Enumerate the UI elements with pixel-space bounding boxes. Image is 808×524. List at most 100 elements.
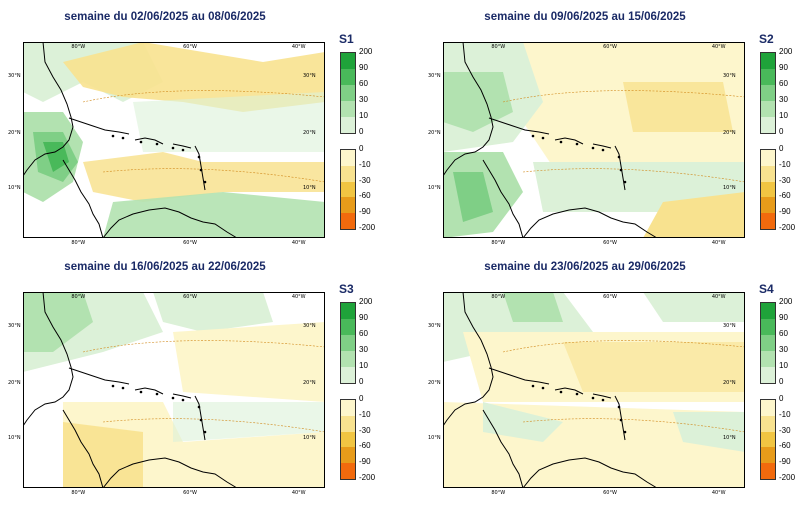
latitude-label: 10°N [8, 435, 21, 442]
contour-line [502, 340, 746, 433]
island [617, 155, 621, 159]
longitude-label: 40°W [711, 44, 726, 50]
legend-color-cell [761, 463, 775, 479]
legend-color-cell [761, 165, 775, 182]
island [619, 418, 623, 422]
longitude-label: 40°W [711, 294, 726, 300]
island [155, 142, 159, 146]
legend-tick-label: 90 [359, 63, 368, 72]
legend-color-cell [341, 101, 355, 117]
latitude-label: 30°N [303, 323, 316, 330]
legend-color-cell [341, 351, 355, 367]
anomaly-area [173, 322, 325, 402]
map-canvas [22, 291, 326, 489]
contour-line [82, 340, 326, 433]
island [591, 396, 595, 400]
longitude-label: 80°W [71, 490, 86, 496]
legend-color-cell [761, 117, 775, 133]
island [203, 430, 207, 434]
latitude-label: 10°N [303, 185, 316, 192]
panel-title: semaine du 09/06/2025 au 15/06/2025 [484, 11, 686, 23]
legend-color-cell [761, 367, 775, 383]
island [601, 398, 605, 402]
island [139, 390, 143, 394]
map-canvas [442, 291, 746, 489]
legend-tick-label: 60 [359, 79, 368, 88]
legend-tick-label: 0 [779, 127, 784, 136]
legend-tick-label: -10 [359, 409, 371, 419]
map-panel: semaine du 02/06/2025 au 08/06/2025 S1 80°… [0, 8, 400, 263]
longitude-label: 80°W [71, 44, 86, 50]
legend-color-cell [761, 335, 775, 351]
legend-color-cell [341, 117, 355, 133]
latitude-label: 10°N [723, 185, 736, 192]
anomaly-area [673, 412, 745, 452]
legend-tick-label: 60 [779, 79, 788, 88]
anomaly-area [23, 292, 93, 352]
legend-color-cell [761, 319, 775, 335]
island [181, 148, 185, 152]
legend-color-cell [341, 181, 355, 198]
precipitation-anomaly-map [442, 41, 746, 239]
legend-tick-label: 200 [779, 47, 793, 56]
legend-color-cell [341, 303, 355, 319]
island [203, 180, 207, 184]
anomaly-area [173, 402, 325, 442]
latitude-label: 30°N [723, 73, 736, 80]
anomaly-area [503, 292, 563, 322]
panel-title: semaine du 02/06/2025 au 08/06/2025 [64, 11, 266, 23]
legend-color-cell [341, 463, 355, 479]
longitude-label: 60°W [603, 490, 617, 496]
legend-color-cell [341, 197, 355, 214]
island [111, 134, 115, 138]
map-canvas [22, 41, 326, 239]
legend-color-cell [761, 213, 775, 229]
island [171, 396, 175, 400]
legend-tick-label: 30 [779, 345, 788, 354]
legend-tick-label: 10 [359, 361, 368, 370]
legend-color-cell [341, 213, 355, 229]
island [591, 146, 595, 150]
longitude-label: 60°W [183, 294, 197, 300]
coastline [442, 291, 658, 489]
latitude-label: 10°N [8, 185, 21, 192]
legend-color-cell [761, 431, 775, 448]
legend-color-cell [761, 197, 775, 214]
legend-tick-label: 10 [359, 111, 368, 120]
island [199, 168, 203, 172]
legend-tick-label: -90 [779, 207, 791, 217]
coastline [22, 291, 238, 489]
contour-line [82, 90, 326, 183]
legend-tick-label: 60 [359, 329, 368, 338]
island [531, 134, 535, 138]
legend-color-cell [761, 303, 775, 319]
panel-id-label: S1 [339, 32, 354, 46]
legend-tick-label: 0 [359, 144, 364, 153]
panel-id-label: S4 [759, 282, 774, 296]
latitude-label: 10°N [723, 435, 736, 442]
latitude-label: 20°N [8, 380, 21, 387]
longitude-label: 80°W [71, 294, 86, 300]
legend-tick-label: 200 [779, 297, 793, 306]
latitude-label: 30°N [428, 323, 441, 330]
longitude-label: 60°W [183, 44, 197, 50]
latitude-label: 10°N [428, 185, 441, 192]
longitude-label: 60°W [603, 294, 617, 300]
coastline [22, 41, 238, 239]
legend-tick-label: 0 [359, 394, 364, 403]
latitude-label: 30°N [303, 73, 316, 80]
latitude-label: 30°N [428, 73, 441, 80]
legend-positive [340, 302, 356, 384]
legend-tick-label: -200 [359, 473, 376, 482]
latitude-label: 20°N [723, 380, 736, 387]
anomaly-area [453, 172, 493, 222]
latitude-label: 30°N [723, 323, 736, 330]
map-canvas [442, 41, 746, 239]
legend-positive [760, 302, 776, 384]
island [601, 148, 605, 152]
latitude-label: 20°N [428, 130, 441, 137]
legend-color-cell [341, 85, 355, 101]
island [197, 405, 201, 409]
precipitation-anomaly-map [22, 291, 326, 489]
legend-color-cell [761, 69, 775, 85]
